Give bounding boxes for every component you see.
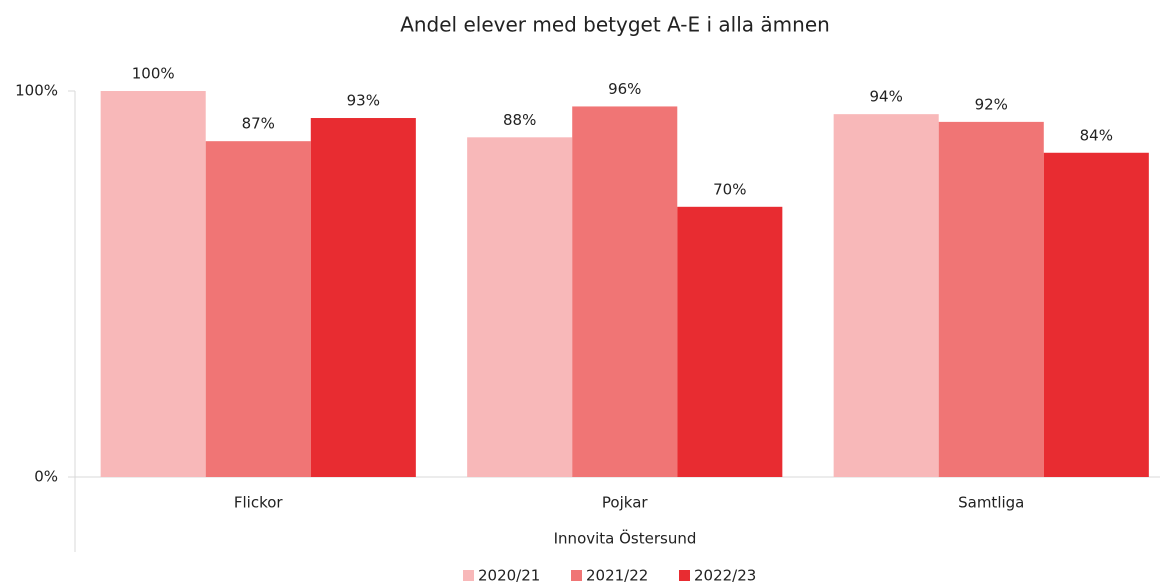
data-label: 93% — [347, 92, 380, 110]
bar — [100, 91, 206, 477]
legend-label: 2021/22 — [586, 567, 648, 585]
data-label: 87% — [242, 115, 275, 133]
y-tick-label: 100% — [15, 82, 58, 100]
data-label: 70% — [713, 180, 746, 198]
data-label: 94% — [870, 88, 903, 106]
data-label: 88% — [503, 111, 536, 129]
legend-swatch — [463, 570, 474, 581]
legend-label: 2022/23 — [694, 567, 756, 585]
legend-swatch — [679, 570, 690, 581]
bar — [310, 118, 416, 478]
bar — [572, 106, 678, 477]
data-label: 84% — [1080, 126, 1113, 144]
x-tick-label: Pojkar — [602, 494, 648, 512]
x-axis-label: Innovita Östersund — [554, 529, 697, 548]
x-tick-label: Flickor — [234, 494, 284, 512]
bar — [938, 121, 1044, 477]
data-label: 96% — [608, 80, 641, 98]
data-label: 100% — [132, 65, 175, 83]
legend-swatch — [571, 570, 582, 581]
chart-title: Andel elever med betyget A-E i alla ämne… — [400, 13, 830, 37]
bar — [467, 137, 573, 477]
bar — [1043, 152, 1149, 477]
bar — [833, 114, 939, 477]
legend-label: 2020/21 — [478, 567, 540, 585]
bar — [677, 206, 783, 478]
data-label: 92% — [975, 95, 1008, 113]
bar — [205, 141, 311, 477]
y-tick-label: 0% — [34, 468, 58, 486]
x-tick-label: Samtliga — [958, 494, 1024, 512]
